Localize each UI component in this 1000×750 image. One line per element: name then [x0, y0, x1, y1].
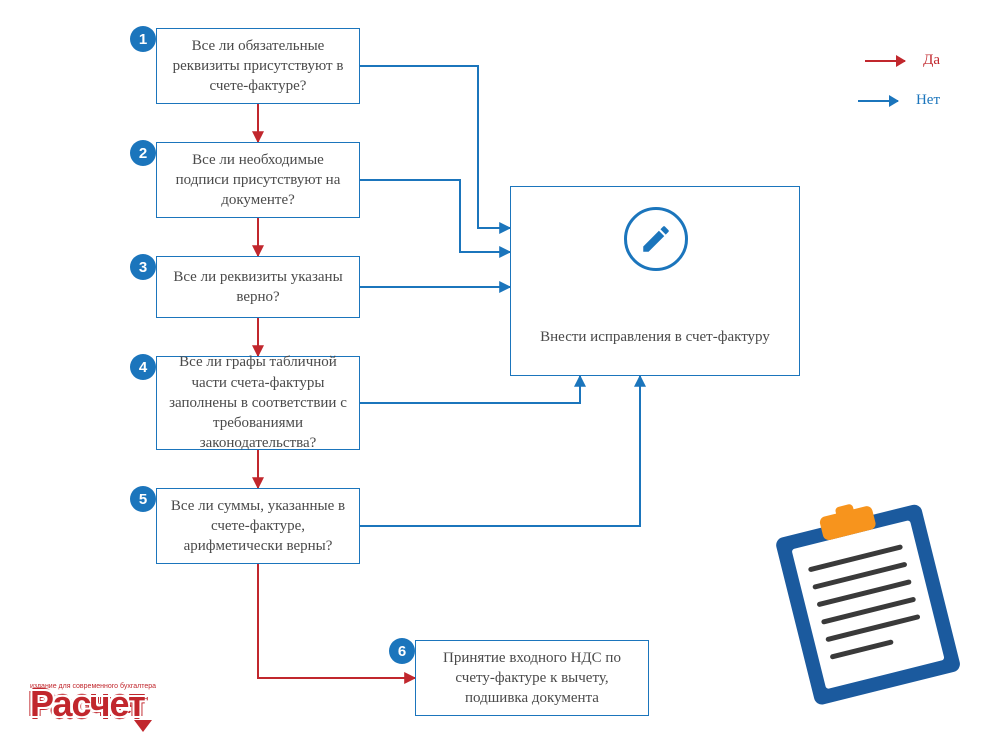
logo-main-text: Расчет — [30, 686, 156, 722]
question-node-1-badge: 1 — [130, 26, 156, 52]
question-node-2-label: Все ли необходимые подписи присутствуют … — [169, 150, 347, 211]
legend-no-label: Нет — [916, 92, 940, 109]
edge-no-5 — [360, 376, 640, 526]
final-node-badge: 6 — [389, 638, 415, 664]
edge-no-1 — [360, 66, 510, 228]
final-node-label: Принятие входного НДС по счету-фактуре к… — [428, 648, 636, 709]
question-node-3: Все ли реквизиты указаны верно? — [156, 256, 360, 318]
legend-yes-line — [865, 60, 905, 62]
final-node: Принятие входного НДС по счету-фактуре к… — [415, 640, 649, 716]
pencil-icon — [639, 222, 673, 256]
legend-yes-label: Да — [923, 52, 940, 69]
edge-no-2 — [360, 180, 510, 252]
question-node-4-label: Все ли графы табличной части счета-факту… — [169, 352, 347, 453]
question-node-4: Все ли графы табличной части счета-факту… — [156, 356, 360, 450]
clipboard-icon — [758, 481, 981, 719]
legend-no: Нет — [858, 92, 940, 109]
edge-yes-5 — [258, 564, 415, 678]
question-node-1-label: Все ли обязательные реквизиты присутству… — [169, 36, 347, 97]
raschet-logo: издание для современного бухгалтера Расч… — [30, 683, 156, 732]
legend-yes-arrowhead — [896, 55, 906, 67]
legend-no-arrowhead — [889, 95, 899, 107]
legend-yes: Да — [865, 52, 940, 69]
question-node-5-badge: 5 — [130, 486, 156, 512]
result-node: Внести исправления в счет-фактуру — [510, 186, 800, 376]
question-node-5: Все ли суммы, указанные в счете-фактуре,… — [156, 488, 360, 564]
question-node-4-badge: 4 — [130, 354, 156, 380]
question-node-2-badge: 2 — [130, 140, 156, 166]
question-node-5-label: Все ли суммы, указанные в счете-фактуре,… — [169, 496, 347, 557]
question-node-3-label: Все ли реквизиты указаны верно? — [169, 267, 347, 308]
question-node-3-badge: 3 — [130, 254, 156, 280]
result-node-label: Внести исправления в счет-фактуру — [540, 327, 770, 347]
legend-no-line — [858, 100, 898, 102]
question-node-1: Все ли обязательные реквизиты присутству… — [156, 28, 360, 104]
pencil-icon-circle — [624, 207, 688, 271]
question-node-2: Все ли необходимые подписи присутствуют … — [156, 142, 360, 218]
edge-no-4 — [360, 376, 580, 403]
